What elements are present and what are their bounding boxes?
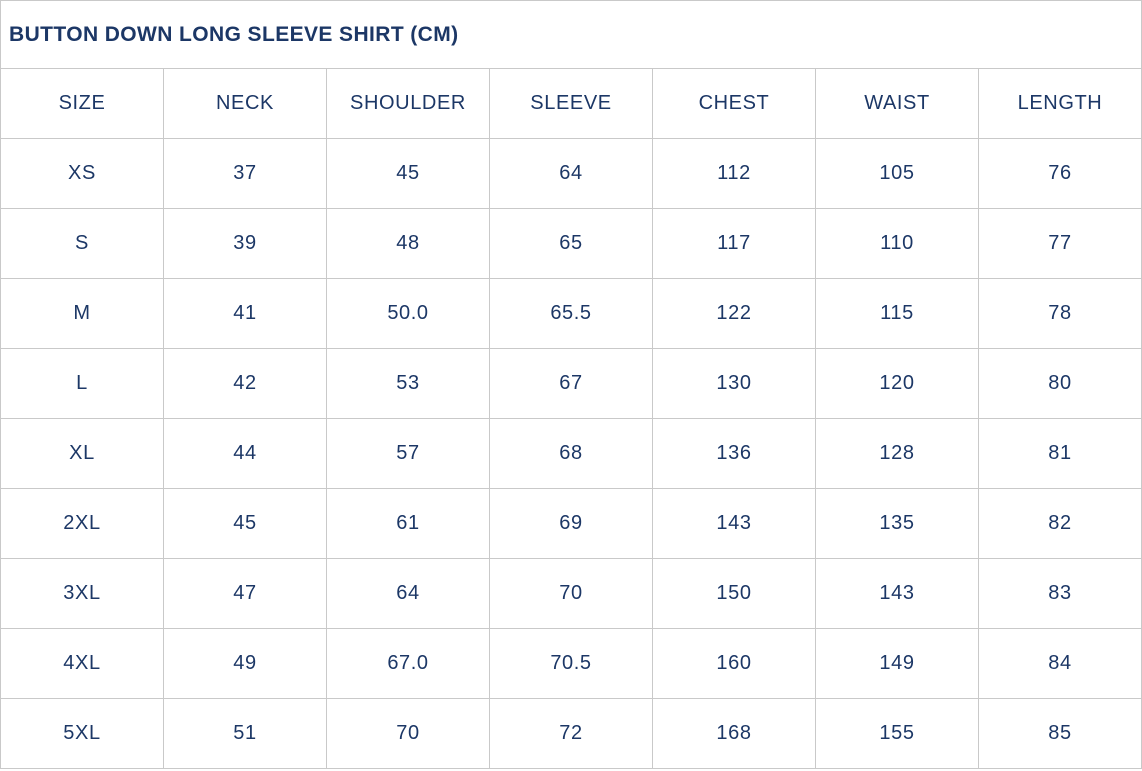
table-header-row: SIZE NECK SHOULDER SLEEVE CHEST WAIST LE… [0, 68, 1142, 139]
table-cell: 48 [326, 208, 490, 279]
table-cell: 110 [815, 208, 979, 279]
column-header-waist: WAIST [815, 68, 979, 139]
table-cell: 143 [652, 488, 816, 559]
table-cell: 85 [978, 698, 1142, 769]
row-label: 3XL [0, 558, 164, 629]
table-row: 5XL 51 70 72 168 155 85 [0, 698, 1142, 769]
table-cell: 136 [652, 418, 816, 489]
table-cell: 39 [163, 208, 327, 279]
column-header-length: LENGTH [978, 68, 1142, 139]
column-header-shoulder: SHOULDER [326, 68, 490, 139]
table-cell: 150 [652, 558, 816, 629]
table-cell: 80 [978, 348, 1142, 419]
table-cell: 42 [163, 348, 327, 419]
table-cell: 128 [815, 418, 979, 489]
column-header-size: SIZE [0, 68, 164, 139]
table-cell: 76 [978, 138, 1142, 209]
table-cell: 81 [978, 418, 1142, 489]
table-cell: 160 [652, 628, 816, 699]
table-title-row: BUTTON DOWN LONG SLEEVE SHIRT (CM) [0, 0, 1142, 69]
table-cell: 130 [652, 348, 816, 419]
table-cell: 84 [978, 628, 1142, 699]
table-cell: 70 [489, 558, 653, 629]
table-cell: 122 [652, 278, 816, 349]
table-row: S 39 48 65 117 110 77 [0, 208, 1142, 279]
table-row: 3XL 47 64 70 150 143 83 [0, 558, 1142, 629]
row-label: 4XL [0, 628, 164, 699]
column-header-neck: NECK [163, 68, 327, 139]
row-label: XL [0, 418, 164, 489]
table-cell: 78 [978, 278, 1142, 349]
table-cell: 47 [163, 558, 327, 629]
table-cell: 57 [326, 418, 490, 489]
table-cell: 117 [652, 208, 816, 279]
table-title: BUTTON DOWN LONG SLEEVE SHIRT (CM) [0, 0, 1142, 69]
table-cell: 77 [978, 208, 1142, 279]
table-cell: 44 [163, 418, 327, 489]
table-cell: 64 [326, 558, 490, 629]
table-cell: 83 [978, 558, 1142, 629]
row-label: XS [0, 138, 164, 209]
table-cell: 65.5 [489, 278, 653, 349]
table-cell: 53 [326, 348, 490, 419]
table-row: XL 44 57 68 136 128 81 [0, 418, 1142, 489]
table-row: 4XL 49 67.0 70.5 160 149 84 [0, 628, 1142, 699]
table-cell: 70.5 [489, 628, 653, 699]
table-cell: 135 [815, 488, 979, 559]
table-cell: 64 [489, 138, 653, 209]
row-label: 2XL [0, 488, 164, 559]
row-label: L [0, 348, 164, 419]
table-cell: 50.0 [326, 278, 490, 349]
table-cell: 149 [815, 628, 979, 699]
table-cell: 72 [489, 698, 653, 769]
table-cell: 82 [978, 488, 1142, 559]
table-cell: 168 [652, 698, 816, 769]
table-row: M 41 50.0 65.5 122 115 78 [0, 278, 1142, 349]
row-label: M [0, 278, 164, 349]
table-cell: 67 [489, 348, 653, 419]
table-row: XS 37 45 64 112 105 76 [0, 138, 1142, 209]
table-cell: 69 [489, 488, 653, 559]
table-cell: 51 [163, 698, 327, 769]
row-label: S [0, 208, 164, 279]
table-cell: 45 [326, 138, 490, 209]
table-cell: 41 [163, 278, 327, 349]
table-cell: 61 [326, 488, 490, 559]
table-cell: 155 [815, 698, 979, 769]
table-row: 2XL 45 61 69 143 135 82 [0, 488, 1142, 559]
table-cell: 70 [326, 698, 490, 769]
table-cell: 67.0 [326, 628, 490, 699]
table-cell: 65 [489, 208, 653, 279]
table-cell: 49 [163, 628, 327, 699]
table-cell: 143 [815, 558, 979, 629]
table-cell: 115 [815, 278, 979, 349]
row-label: 5XL [0, 698, 164, 769]
table-row: L 42 53 67 130 120 80 [0, 348, 1142, 419]
table-cell: 120 [815, 348, 979, 419]
column-header-chest: CHEST [652, 68, 816, 139]
table-cell: 68 [489, 418, 653, 489]
table-cell: 37 [163, 138, 327, 209]
column-header-sleeve: SLEEVE [489, 68, 653, 139]
table-cell: 105 [815, 138, 979, 209]
table-cell: 112 [652, 138, 816, 209]
table-cell: 45 [163, 488, 327, 559]
